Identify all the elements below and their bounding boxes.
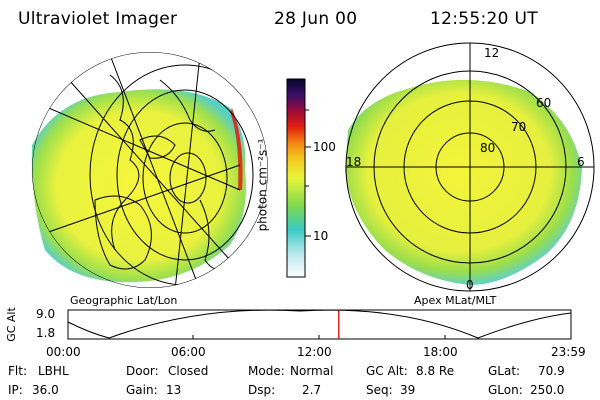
left-panel-caption: Geographic Lat/Lon — [70, 294, 178, 307]
mlat-label-70: 70 — [511, 120, 527, 134]
colorbar — [286, 78, 311, 278]
mlat-label-60: 60 — [536, 96, 552, 110]
ip-value: 36.0 — [32, 383, 59, 397]
gain-value: 13 — [166, 383, 182, 397]
altitude-xtick-1200: 12:00 — [297, 345, 332, 359]
mlat-label-80: 80 — [480, 141, 496, 155]
filter-label: Flt: — [8, 364, 27, 378]
geographic-map — [31, 52, 268, 288]
right-panel-caption: Apex MLat/MLT — [414, 294, 497, 307]
mlt-label-12: 12 — [484, 46, 500, 60]
app-title: Ultraviolet Imager — [18, 9, 178, 29]
altitude-xtick-0000: 00:00 — [46, 345, 81, 359]
mlt-label-0: 0 — [466, 278, 474, 292]
glon-value: 250.0 — [530, 383, 565, 397]
colorbar-tick-100: 100 — [313, 140, 336, 154]
colorbar-unit-label: photon cm⁻²s⁻¹ — [255, 138, 270, 232]
glon-label: GLon: — [488, 383, 523, 397]
seq-value: 39 — [400, 383, 416, 397]
time-label: 12:55:20 UT — [430, 9, 538, 29]
mlt-label-6: 6 — [577, 155, 585, 169]
glat-label: GLat: — [488, 364, 521, 378]
door-value: Closed — [168, 364, 209, 378]
dsp-value: 2.7 — [302, 383, 322, 397]
altitude-ylabel: GC Alt — [4, 307, 18, 342]
ip-label: IP: — [8, 383, 23, 397]
date-label: 28 Jun 00 — [274, 9, 358, 29]
mode-label: Mode: — [248, 364, 285, 378]
altitude-ytick-9: 9.0 — [36, 307, 56, 321]
altitude-xtick-0600: 06:00 — [171, 345, 206, 359]
glat-value: 70.9 — [538, 364, 565, 378]
altitude-xtick-2359: 23:59 — [551, 345, 586, 359]
dsp-label: Dsp: — [248, 383, 276, 397]
colorbar-tick-10: 10 — [313, 229, 329, 243]
gain-label: Gain: — [126, 383, 158, 397]
altitude-plot — [67, 309, 572, 340]
altitude-xtick-1800: 18:00 — [423, 345, 458, 359]
mlt-label-18: 18 — [346, 155, 362, 169]
gc-alt-label: GC Alt: — [366, 364, 408, 378]
filter-value: LBHL — [38, 364, 69, 378]
seq-label: Seq: — [366, 383, 393, 397]
door-label: Door: — [126, 364, 159, 378]
polar-mlat-mlt-plot — [345, 42, 595, 292]
mode-value: Normal — [290, 364, 334, 378]
gc-alt-value: 8.8 Re — [416, 364, 455, 378]
altitude-ytick-1-8: 1.8 — [36, 326, 56, 340]
